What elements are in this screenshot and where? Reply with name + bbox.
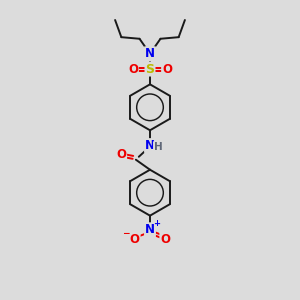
Text: O: O [130, 233, 140, 246]
Text: O: O [128, 62, 138, 76]
Text: −: − [122, 230, 130, 238]
Text: O: O [162, 62, 172, 76]
Text: O: O [116, 148, 126, 161]
Text: H: H [154, 142, 163, 152]
Text: N: N [145, 223, 155, 236]
Text: N: N [145, 139, 155, 152]
Text: O: O [160, 233, 170, 246]
Text: N: N [145, 47, 155, 60]
Text: S: S [146, 62, 154, 76]
Text: +: + [154, 219, 160, 228]
